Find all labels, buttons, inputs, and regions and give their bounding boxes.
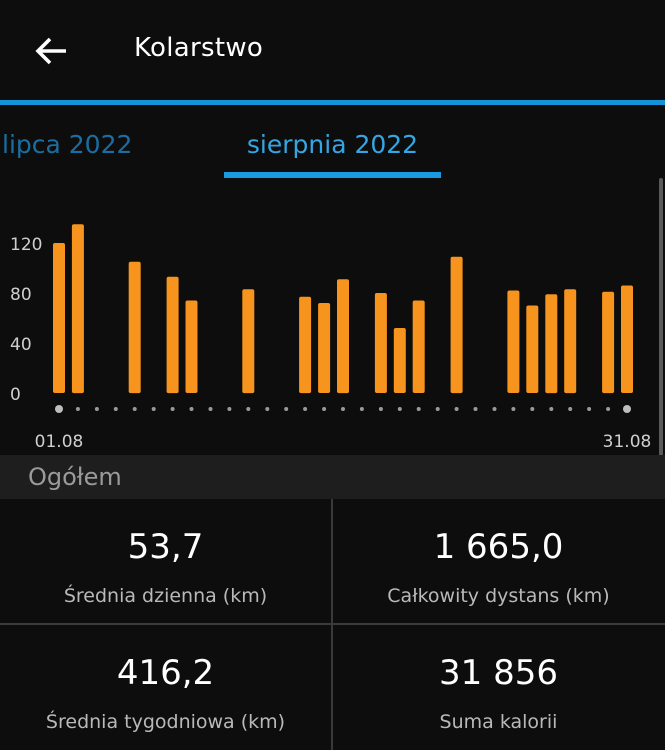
day-dot: [170, 407, 175, 411]
day-dot: [587, 407, 592, 411]
day-dot: [113, 407, 118, 411]
day-dot: [94, 407, 99, 411]
bar-26.08: [526, 305, 539, 393]
bar-30.08: [602, 291, 615, 394]
scrollbar[interactable]: [659, 178, 663, 493]
tab-previous-month[interactable]: lipca 2022: [2, 130, 133, 159]
x-tick-label-last: 31.08: [603, 432, 652, 452]
day-dot: [511, 407, 516, 411]
day-dot: [530, 407, 535, 411]
day-dot: [623, 405, 631, 413]
day-dot: [416, 407, 421, 411]
day-dot: [151, 407, 156, 411]
day-dot: [55, 405, 63, 413]
day-dot: [606, 407, 611, 411]
stat-value: 31 856: [439, 653, 558, 693]
stat-value: 1 665,0: [433, 527, 564, 567]
bar-05.08: [128, 261, 141, 394]
day-dot: [568, 407, 573, 411]
bar-25.08: [507, 290, 520, 393]
arrow-left-icon: [35, 37, 66, 65]
day-dot: [341, 407, 345, 411]
day-dot: [454, 407, 459, 411]
bar-07.08: [166, 276, 179, 394]
stat-label: Całkowity dystans (km): [387, 585, 610, 607]
stat-daily-average: 53,7 Średnia dzienna (km): [0, 499, 331, 624]
page-title: Kolarstwo: [134, 33, 264, 63]
month-tabs: lipca 2022 sierpnia 2022: [0, 105, 665, 180]
day-dot: [549, 407, 554, 411]
bar-11.08: [242, 289, 255, 394]
tab-selected-indicator: [224, 172, 441, 178]
bar-14.08: [299, 296, 312, 394]
bar-31.08: [621, 285, 633, 393]
day-dot: [246, 407, 251, 411]
y-tick-label: 120: [10, 235, 42, 255]
day-dot: [492, 407, 497, 411]
y-tick-label: 40: [10, 335, 32, 355]
tab-current-month[interactable]: sierpnia 2022: [246, 130, 419, 159]
section-title: Ogółem: [28, 463, 122, 491]
day-dot: [132, 407, 137, 411]
stat-value: 53,7: [127, 527, 204, 567]
stats-divider-horizontal: [0, 623, 665, 625]
stat-total-distance: 1 665,0 Całkowity dystans (km): [333, 499, 664, 624]
stat-label: Suma kalorii: [439, 711, 558, 733]
header-accent-line: [0, 100, 665, 105]
day-dot: [435, 407, 440, 411]
bar-19.08: [393, 328, 406, 393]
bar-15.08: [318, 303, 331, 393]
stat-label: Średnia dzienna (km): [63, 585, 268, 607]
bar-16.08: [337, 279, 349, 394]
day-dot: [265, 407, 270, 411]
bar-02.08: [71, 224, 84, 394]
day-dot: [75, 407, 80, 411]
day-dot: [322, 407, 327, 411]
day-dot: [397, 407, 402, 411]
stat-total-calories: 31 856 Suma kalorii: [333, 625, 664, 750]
x-tick-label-first: 01.08: [35, 432, 84, 452]
bar-28.08: [564, 289, 577, 394]
bar-18.08: [374, 293, 387, 393]
day-dot: [303, 407, 308, 411]
y-tick-label: 0: [10, 385, 21, 405]
day-dot: [208, 407, 213, 411]
bar-20.08: [412, 300, 425, 393]
day-dot: [473, 407, 478, 411]
bar-08.08: [185, 300, 198, 393]
back-button[interactable]: [30, 30, 72, 72]
y-tick-label: 80: [10, 285, 32, 305]
day-dot: [378, 407, 383, 411]
day-dot: [359, 407, 364, 411]
stat-label: Średnia tygodniowa (km): [45, 711, 286, 733]
app-bar: Kolarstwo: [0, 0, 665, 100]
bar-01.08: [53, 243, 65, 393]
day-dot: [227, 407, 232, 411]
section-header: Ogółem: [0, 455, 665, 499]
stat-weekly-average: 416,2 Średnia tygodniowa (km): [0, 625, 331, 750]
bar-27.08: [545, 294, 558, 394]
day-dot: [284, 407, 289, 411]
stat-value: 416,2: [116, 653, 215, 693]
day-dot: [189, 407, 194, 411]
daily-distance-chart: 0 40 80 120 01.08 31.08: [0, 180, 665, 455]
summary-stats: 53,7 Średnia dzienna (km) 1 665,0 Całkow…: [0, 499, 665, 750]
bar-22.08: [450, 256, 463, 394]
chart-svg: 0 40 80 120 01.08 31.08: [10, 224, 652, 452]
